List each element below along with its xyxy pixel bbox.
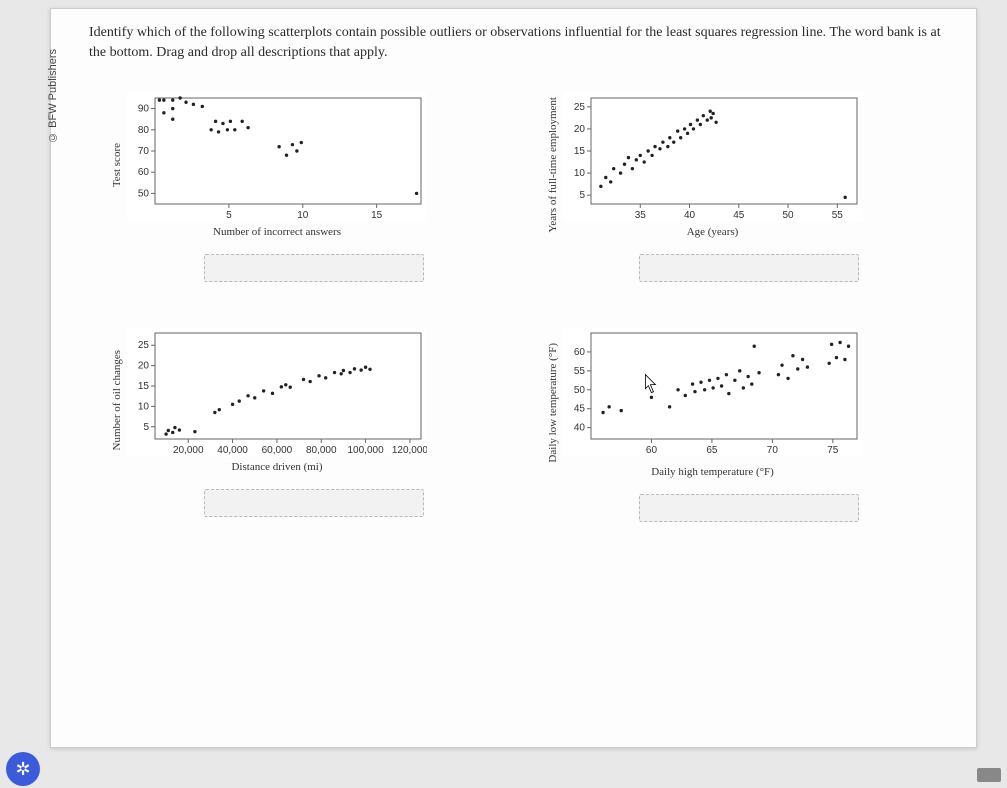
- svg-text:25: 25: [138, 340, 150, 351]
- svg-text:20: 20: [573, 124, 585, 135]
- svg-text:35: 35: [634, 210, 646, 221]
- svg-text:55: 55: [573, 366, 585, 377]
- svg-text:40: 40: [683, 210, 695, 221]
- dropzone-temp[interactable]: [639, 494, 859, 522]
- svg-text:70: 70: [766, 445, 778, 456]
- dropzone-employment[interactable]: [639, 254, 859, 282]
- xlabel-oil: Distance driven (mi): [231, 461, 322, 473]
- svg-text:60: 60: [573, 347, 585, 358]
- svg-text:50: 50: [573, 385, 585, 396]
- svg-text:10: 10: [138, 402, 150, 413]
- svg-text:25: 25: [573, 102, 585, 113]
- ylabel-temp: Daily low temperature (°F): [547, 343, 559, 463]
- svg-text:45: 45: [733, 210, 745, 221]
- svg-text:15: 15: [138, 381, 150, 392]
- chart-employment: Years of full-time employment 5 10 15 20 25 3…: [547, 92, 953, 287]
- chart-oil: Number of oil changes 5 10 15 20 25 20,000 40,…: [111, 327, 517, 522]
- svg-text:80,000: 80,000: [306, 445, 337, 456]
- svg-text:40: 40: [573, 423, 585, 434]
- xlabel-temp: Daily high temperature (°F): [651, 466, 774, 478]
- star-icon: ✲: [15, 759, 30, 780]
- svg-text:5: 5: [143, 422, 149, 433]
- dropzone-oil[interactable]: [204, 489, 424, 517]
- svg-text:15: 15: [371, 210, 383, 221]
- svg-text:20,000: 20,000: [173, 445, 204, 456]
- ylabel-employment: Years of full-time employment: [547, 97, 559, 232]
- ylabel-oil: Number of oil changes: [111, 350, 123, 451]
- copyright-label: © BFW Publishers: [47, 49, 59, 143]
- chart-test-score: Test score 50 60 70 80 90 5 10 15 Number of inc…: [111, 92, 517, 287]
- svg-text:20: 20: [138, 361, 150, 372]
- scatterplot-temp: 40 45 50 55 60 60 65 70 75: [563, 327, 863, 457]
- svg-text:65: 65: [706, 445, 718, 456]
- svg-text:50: 50: [138, 189, 150, 200]
- svg-text:15: 15: [573, 146, 585, 157]
- svg-text:50: 50: [782, 210, 794, 221]
- ylabel-test-score: Test score: [111, 143, 123, 187]
- scatterplot-grid: Test score 50 60 70 80 90 5 10 15 Number of inc…: [111, 92, 952, 522]
- dropzone-test-score[interactable]: [204, 254, 424, 282]
- svg-text:45: 45: [573, 404, 585, 415]
- xlabel-test-score: Number of incorrect answers: [213, 226, 341, 238]
- svg-text:80: 80: [138, 125, 150, 136]
- svg-text:5: 5: [226, 210, 232, 221]
- svg-text:55: 55: [831, 210, 843, 221]
- assistant-button[interactable]: ✲: [6, 752, 40, 786]
- xlabel-employment: Age (years): [687, 226, 739, 238]
- scatterplot-employment: 5 10 15 20 25 35 40 45 50 55: [563, 92, 863, 222]
- scatterplot-test-score: 50 60 70 80 90 5 10 15: [127, 92, 427, 222]
- svg-text:60: 60: [138, 167, 150, 178]
- svg-text:5: 5: [579, 190, 585, 201]
- instructions-text: Identify which of the following scatterp…: [89, 23, 952, 62]
- svg-text:60: 60: [645, 445, 657, 456]
- chart-temp: Daily low temperature (°F) 40 45 50 55 60 60 6…: [547, 327, 953, 522]
- svg-text:10: 10: [297, 210, 309, 221]
- svg-text:100,000: 100,000: [348, 445, 385, 456]
- svg-text:120,000: 120,000: [392, 445, 427, 456]
- svg-text:90: 90: [138, 104, 150, 115]
- svg-text:70: 70: [138, 146, 150, 157]
- svg-text:60,000: 60,000: [262, 445, 293, 456]
- svg-text:10: 10: [573, 168, 585, 179]
- worksheet-page: © BFW Publishers Identify which of the f…: [50, 8, 977, 748]
- svg-text:40,000: 40,000: [217, 445, 248, 456]
- svg-text:75: 75: [827, 445, 839, 456]
- scatterplot-oil: 5 10 15 20 25 20,000 40,000 60,000 80,000 100,000…: [127, 327, 427, 457]
